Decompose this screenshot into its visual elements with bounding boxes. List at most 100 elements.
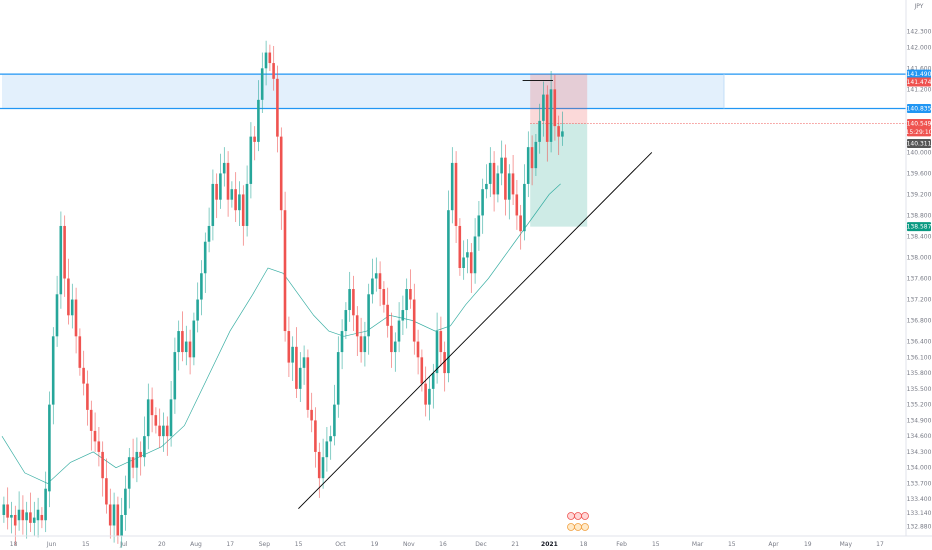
candle (127, 447, 131, 509)
candle-body (454, 162, 458, 226)
candle-body (146, 399, 150, 437)
event-flag-icon[interactable] (567, 512, 575, 520)
time-tick-label: 19 (804, 541, 812, 548)
price-tag-bg (907, 222, 931, 232)
candle (367, 283, 370, 355)
earnings-event-icons[interactable] (567, 512, 589, 531)
time-tick-label: 18 (580, 541, 588, 548)
candle (485, 164, 488, 199)
candle-body (321, 457, 325, 479)
candle (443, 341, 446, 392)
candle-body (238, 194, 241, 211)
price-tick-label: 138.000 (907, 254, 932, 261)
candle-body (13, 514, 17, 526)
candle (86, 370, 89, 426)
candle-body (276, 78, 279, 137)
price-tick-label: 134.900 (907, 417, 932, 424)
price-axis[interactable]: 142.300142.000141.600141.200140.800140.4… (907, 29, 932, 531)
currency-label: JPY (914, 3, 924, 10)
candle (78, 328, 82, 376)
ascending-trendline[interactable] (298, 152, 653, 509)
candle-body (371, 278, 374, 295)
candle-body (306, 357, 310, 410)
candle-body (428, 388, 431, 405)
candle-body (344, 310, 348, 332)
candle (48, 391, 51, 508)
candle (310, 392, 313, 433)
candle-body (162, 425, 165, 437)
candle-body (131, 457, 135, 468)
candle-body (211, 183, 215, 226)
time-tick-label: 21 (511, 541, 519, 548)
price-tick-label: 134.000 (907, 465, 932, 472)
candle-body (561, 131, 564, 137)
candle (158, 408, 161, 448)
candle-body (355, 315, 359, 337)
price-tag: 140.835 (907, 104, 932, 114)
candle-body (230, 189, 234, 200)
event-flag-icon[interactable] (581, 512, 589, 520)
candle (352, 275, 355, 332)
candle-body (112, 504, 116, 526)
candle-body (519, 215, 522, 232)
candle (245, 165, 249, 237)
candle (405, 278, 408, 329)
price-tag: 141.490 (907, 69, 932, 79)
price-tag-text: 140.549 (907, 121, 932, 128)
time-tick-label: Nov (403, 541, 415, 548)
price-tick-label: 135.800 (907, 370, 932, 377)
candle-body (105, 478, 108, 505)
event-flag-icon[interactable] (581, 523, 589, 531)
candle (13, 505, 17, 546)
candle (378, 261, 382, 307)
time-axis[interactable]: 18 Jun 15 Jul 20 Aug 17 Sep 15 Oct 19 Nov 16 Dec 21 202… (10, 541, 884, 548)
candle-body (93, 430, 97, 442)
candle-body (462, 257, 465, 268)
candle (538, 103, 541, 154)
candle (32, 501, 36, 536)
time-tick-label: 15 (728, 541, 736, 548)
candle-body (530, 147, 534, 169)
candle-body (245, 183, 249, 226)
candle (530, 135, 534, 186)
price-tick-label: 136.400 (907, 339, 932, 346)
candle (511, 155, 515, 205)
candle (139, 441, 142, 476)
candle-body (120, 514, 123, 536)
candle (249, 122, 253, 199)
candle-body (314, 420, 317, 452)
price-tag-bg (907, 127, 931, 137)
candle (181, 311, 184, 362)
candle (473, 218, 477, 284)
candle (70, 283, 74, 329)
candle (428, 375, 431, 421)
candle (135, 437, 139, 483)
candle-body (374, 273, 378, 279)
candle (230, 181, 234, 208)
event-flag-icon[interactable] (574, 512, 582, 520)
zone-fill (2, 74, 724, 109)
candle-body (450, 162, 454, 211)
resistance-zone[interactable] (0, 73, 906, 110)
candle (146, 383, 150, 450)
price-tag: 141.474 (907, 77, 932, 87)
candle (561, 111, 564, 146)
time-tick-label: Apr (768, 541, 779, 548)
candle-body (507, 173, 511, 200)
candle (29, 492, 32, 533)
candle-body (515, 194, 519, 216)
event-flag-icon[interactable] (567, 523, 575, 531)
candle (241, 185, 245, 246)
price-tag-text: 140.311 (907, 140, 932, 147)
price-tick-label: 135.500 (907, 386, 932, 393)
candle (386, 287, 389, 338)
trendline[interactable] (298, 79, 653, 509)
candle-body (325, 441, 329, 458)
candle (504, 144, 507, 216)
candle (17, 491, 21, 531)
candle (507, 164, 511, 220)
candle-body (496, 173, 500, 195)
event-flag-icon[interactable] (574, 523, 582, 531)
candle (222, 147, 226, 187)
